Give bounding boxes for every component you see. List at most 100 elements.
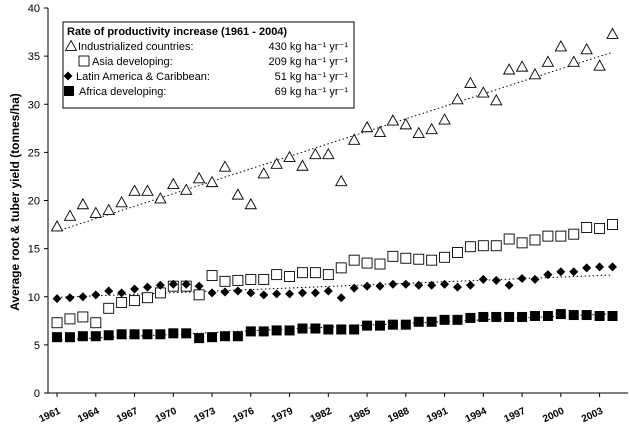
data-point [530,274,540,284]
legend-marker [78,55,90,67]
data-point [542,311,553,321]
data-point [90,331,101,342]
data-point [504,311,515,322]
data-point [362,320,373,331]
data-point [594,311,605,321]
data-point [581,310,592,321]
data-point [258,326,269,337]
data-point [246,288,256,298]
data-point [568,228,580,240]
data-point [167,177,180,189]
data-point [374,258,386,270]
data-point [361,257,373,269]
y-ticks: 0 5 10 15 20 25 30 35 40 [28,3,48,400]
data-point [219,331,230,342]
data-point [607,219,618,231]
data-point [567,55,581,67]
data-point [219,275,231,287]
data-point [168,279,178,289]
data-point [504,280,514,290]
data-point [582,263,592,273]
data-point [555,230,567,242]
data-point [193,289,205,301]
data-point [142,329,153,340]
data-point [373,125,387,138]
x-tick-label: 2000 [541,406,566,426]
data-point [452,314,463,325]
data-point [232,274,244,286]
legend-series-rate: 209 kg ha⁻¹ yr⁻¹ [269,56,349,68]
data-point [516,237,528,249]
data-point [401,279,411,289]
data-point [90,317,102,329]
data-point [439,314,450,325]
legend-series-rate: 430 kg ha⁻¹ yr⁻¹ [269,41,349,53]
data-point [181,279,191,289]
data-point [50,220,64,232]
data-point [323,324,334,335]
data-point [347,133,361,145]
data-point [348,254,360,266]
data-point [309,147,322,160]
data-point [427,280,437,290]
legend-marker [63,71,73,81]
data-point [400,319,411,330]
data-point [336,293,346,303]
data-point [374,320,385,331]
trend-line-0 [56,51,613,232]
x-tick-label: 1967 [115,406,140,426]
data-point [503,233,515,245]
data-point [129,329,140,340]
data-point [425,122,438,135]
data-point [297,288,307,298]
data-point [607,262,617,272]
data-point [205,175,219,188]
data-point [568,310,579,321]
series-2 [52,262,617,304]
data-point [155,280,165,290]
data-point [387,250,399,262]
y-tick-label: 40 [28,3,40,15]
data-point [490,240,502,252]
y-tick-label: 25 [28,147,40,159]
data-point [115,195,128,208]
y-tick-label: 20 [28,196,40,208]
legend-entries: Industrialized countries: 430 kg ha⁻¹ yr⁻… [63,39,349,98]
x-tick-label: 1988 [386,406,411,426]
data-point [103,302,115,314]
x-tick-label: 2003 [580,406,605,426]
data-point [554,40,568,52]
data-point [270,157,283,169]
trend-line-3 [57,313,613,341]
data-point [89,206,103,218]
data-point [244,197,258,210]
legend-box [62,21,355,109]
data-point [569,267,579,277]
data-point [104,286,114,296]
data-point [606,27,619,39]
data-point [129,295,140,307]
data-point [491,311,502,322]
data-point [285,289,295,299]
data-point [207,288,217,298]
y-tick-label: 35 [28,51,40,63]
data-point [272,289,282,299]
data-point [477,240,489,252]
y-tick-label: 0 [34,388,40,400]
data-point [477,86,490,98]
data-point [271,269,283,281]
x-axis: 1961 1964 1967 1970 1973 1976 1979 1982 1985 1988… [37,392,628,426]
data-point [413,253,425,265]
data-point [310,323,321,334]
data-point [452,247,463,258]
data-point [257,167,270,179]
data-point [452,282,462,292]
data-point [64,313,76,325]
data-point [155,329,166,340]
data-point [103,330,114,341]
data-point [141,184,154,196]
data-point [556,267,566,277]
data-point [63,209,77,221]
data-point [116,329,127,340]
data-point [414,280,424,290]
